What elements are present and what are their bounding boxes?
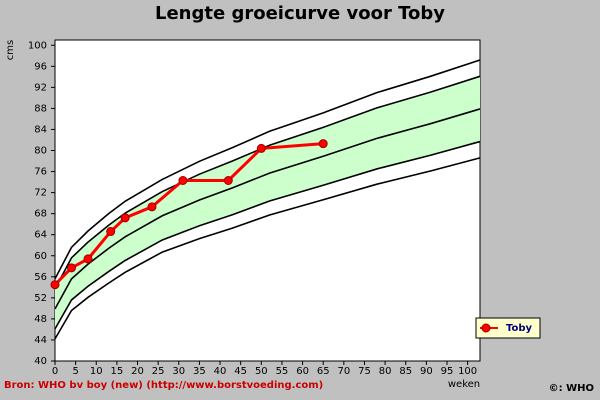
x-tick-label: 30 bbox=[172, 366, 185, 377]
x-tick-label: 45 bbox=[234, 366, 247, 377]
x-tick-label: 50 bbox=[255, 366, 268, 377]
x-axis-label: weken bbox=[448, 379, 480, 390]
x-tick-label: 80 bbox=[379, 366, 392, 377]
y-tick-label: 56 bbox=[34, 272, 47, 283]
legend-marker bbox=[481, 323, 491, 333]
reference-curve bbox=[54, 59, 481, 280]
y-tick-label: 92 bbox=[34, 82, 47, 93]
x-tick-label: 25 bbox=[152, 366, 165, 377]
data-point bbox=[147, 202, 157, 212]
reference-curve bbox=[54, 108, 481, 310]
y-tick-label: 48 bbox=[34, 314, 47, 325]
y-tick-label: 64 bbox=[34, 230, 47, 241]
legend-box bbox=[475, 317, 541, 339]
reference-curve bbox=[54, 157, 481, 340]
y-tick-label: 88 bbox=[34, 103, 47, 114]
legend-label: Toby bbox=[506, 323, 533, 334]
data-point bbox=[256, 143, 266, 153]
x-tick-label: 70 bbox=[337, 366, 350, 377]
y-tick-label: 44 bbox=[34, 335, 47, 346]
chart-title: Lengte groeicurve voor Toby bbox=[155, 3, 445, 24]
y-tick-label: 80 bbox=[34, 146, 47, 157]
y-axis-label: cms bbox=[5, 40, 16, 60]
x-tick-label: 40 bbox=[214, 366, 227, 377]
legend: Toby bbox=[475, 317, 541, 339]
data-point bbox=[50, 280, 60, 290]
reference-curve bbox=[54, 140, 481, 330]
x-tick-label: 95 bbox=[441, 366, 454, 377]
x-tick-label: 5 bbox=[72, 366, 78, 377]
x-tick-label: 35 bbox=[193, 366, 206, 377]
series-line bbox=[53, 142, 324, 286]
x-tick-label: 75 bbox=[358, 366, 371, 377]
data-point bbox=[223, 176, 233, 186]
data-point bbox=[83, 254, 93, 264]
y-tick-label: 76 bbox=[34, 167, 47, 178]
y-tick-label: 68 bbox=[34, 209, 47, 220]
x-tick-label: 10 bbox=[90, 366, 103, 377]
data-point bbox=[106, 227, 116, 237]
x-tick-label: 15 bbox=[111, 366, 124, 377]
reference-curve bbox=[54, 75, 481, 290]
y-tick-label: 100 bbox=[28, 40, 47, 51]
data-point bbox=[318, 139, 328, 149]
y-tick-label: 84 bbox=[34, 124, 47, 135]
x-tick-label: 0 bbox=[52, 366, 58, 377]
x-tick-label: 60 bbox=[296, 366, 309, 377]
y-tick-label: 60 bbox=[34, 251, 47, 262]
copyright: ©: WHO bbox=[549, 383, 594, 394]
data-point bbox=[120, 213, 130, 223]
x-tick-label: 100 bbox=[458, 366, 477, 377]
x-tick-label: 85 bbox=[399, 366, 412, 377]
x-tick-label: 20 bbox=[131, 366, 144, 377]
y-tick-label: 40 bbox=[34, 356, 47, 367]
y-tick-label: 72 bbox=[34, 188, 47, 199]
x-tick-label: 65 bbox=[317, 366, 330, 377]
y-tick-label: 96 bbox=[34, 61, 47, 72]
y-tick-label: 52 bbox=[34, 293, 47, 304]
data-point bbox=[178, 176, 188, 186]
x-tick-label: 90 bbox=[420, 366, 433, 377]
x-tick-label: 55 bbox=[276, 366, 289, 377]
source-note: Bron: WHO bv boy (new) (http://www.borst… bbox=[4, 380, 323, 391]
data-point bbox=[67, 263, 77, 273]
